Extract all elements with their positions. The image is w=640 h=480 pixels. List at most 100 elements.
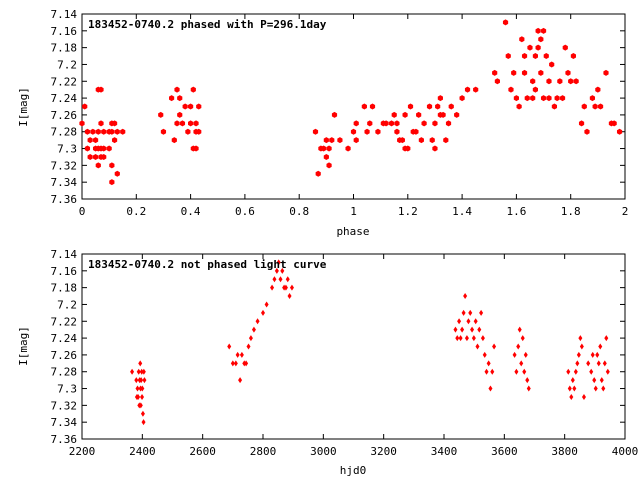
data-point xyxy=(326,162,332,169)
data-point xyxy=(141,419,146,426)
data-point xyxy=(570,377,575,384)
data-point xyxy=(443,137,449,144)
data-point xyxy=(519,360,524,367)
data-point xyxy=(230,360,235,367)
data-point xyxy=(233,360,238,367)
data-point xyxy=(592,103,598,110)
data-point xyxy=(174,120,180,127)
data-point xyxy=(114,170,120,177)
data-point xyxy=(87,137,93,144)
data-point xyxy=(502,19,509,26)
data-point xyxy=(136,393,141,400)
y-axis-label: I[mag] xyxy=(17,326,30,366)
data-point xyxy=(505,53,511,60)
data-point xyxy=(329,137,335,144)
data-point xyxy=(520,335,525,342)
data-point xyxy=(479,309,484,316)
x-tick-label: 0 xyxy=(79,205,86,218)
data-point xyxy=(264,301,269,308)
data-point xyxy=(471,335,476,342)
x-tick-label: 2 xyxy=(622,205,629,218)
data-point xyxy=(549,61,555,68)
data-point xyxy=(188,120,194,127)
data-point xyxy=(554,95,560,102)
data-point xyxy=(185,128,191,135)
data-point xyxy=(106,145,112,152)
axis-ticks xyxy=(81,13,626,200)
data-point xyxy=(276,259,281,266)
data-point xyxy=(426,103,433,110)
data-point xyxy=(453,326,458,333)
data-point xyxy=(525,377,530,384)
data-point xyxy=(79,120,85,127)
data-point xyxy=(353,137,359,144)
data-point xyxy=(92,153,99,160)
data-point xyxy=(98,86,104,93)
x-tick-label: 0.4 xyxy=(181,205,201,218)
data-point xyxy=(551,103,558,110)
data-point xyxy=(521,53,528,60)
data-point xyxy=(101,145,107,152)
data-point xyxy=(383,120,389,127)
data-point xyxy=(511,69,517,76)
data-point xyxy=(244,360,249,367)
data-point xyxy=(457,318,462,325)
data-point xyxy=(517,326,522,333)
data-point xyxy=(616,128,623,135)
y-tick-labels: 7.14 7.16 7.18 7.2 7.22 7.24 7.26 7.28 7.3 7.32 7.… xyxy=(51,248,78,446)
y-axis-label: I[mag] xyxy=(17,87,30,127)
y-tick-label: 7.36 xyxy=(51,193,78,206)
y-tick-label: 7.16 xyxy=(51,265,78,278)
data-point xyxy=(566,368,571,375)
data-point xyxy=(572,385,577,392)
y-tick-label: 7.16 xyxy=(51,25,78,38)
data-point xyxy=(375,128,381,135)
phased-light-curve-panel: 0 0.2 0.4 0.6 0.8 1 1.2 1.4 1.6 1.8 2 7.14 7.16 7.18… xyxy=(17,8,628,238)
data-point xyxy=(120,128,126,135)
data-point xyxy=(597,103,604,110)
data-point xyxy=(388,120,395,127)
data-point xyxy=(182,103,188,110)
data-point xyxy=(589,95,596,102)
x-axis-label: phase xyxy=(336,225,369,238)
plot-frame xyxy=(81,13,626,200)
y-tick-label: 7.32 xyxy=(51,159,78,172)
data-point xyxy=(532,53,538,60)
data-point xyxy=(169,95,175,102)
data-point xyxy=(432,120,438,127)
data-point xyxy=(567,385,572,392)
data-point xyxy=(248,335,253,342)
x-tick-label: 0.2 xyxy=(126,205,146,218)
unphased-light-curve-panel: 2200 2400 2600 2800 3000 3200 3400 3600 3800 4000… xyxy=(17,248,638,477)
data-point xyxy=(394,128,400,135)
data-point xyxy=(270,284,275,291)
data-point xyxy=(532,86,538,93)
data-point xyxy=(601,385,606,392)
data-point xyxy=(251,326,256,333)
data-points xyxy=(130,259,610,426)
data-point xyxy=(109,162,115,169)
data-point xyxy=(196,103,202,110)
axis-ticks xyxy=(81,253,626,440)
data-point xyxy=(179,120,186,127)
y-tick-label: 7.34 xyxy=(51,416,78,429)
data-point xyxy=(109,128,115,135)
data-point xyxy=(514,368,519,375)
data-point xyxy=(435,103,441,110)
data-point xyxy=(522,368,527,375)
data-point xyxy=(586,360,591,367)
data-point xyxy=(437,95,443,102)
data-point xyxy=(589,368,594,375)
x-tick-label: 1.4 xyxy=(452,205,472,218)
data-point xyxy=(174,86,180,93)
y-tick-label: 7.24 xyxy=(51,92,78,105)
x-axis-label: hjd0 xyxy=(340,464,367,477)
x-tick-label: 4000 xyxy=(612,445,639,458)
data-point xyxy=(367,120,373,127)
data-point xyxy=(540,27,547,34)
data-point xyxy=(512,351,517,358)
data-point xyxy=(480,335,485,342)
data-point xyxy=(466,318,471,325)
x-tick-label: 3800 xyxy=(551,445,578,458)
